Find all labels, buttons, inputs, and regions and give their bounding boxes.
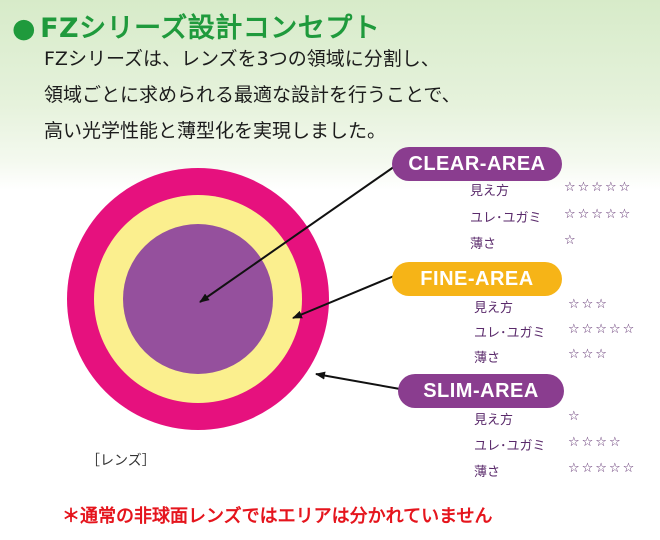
slim-area-arrow xyxy=(315,371,401,390)
clear-area-arrow xyxy=(199,163,399,303)
slim-area-attr-1-stars: ☆ xyxy=(568,409,582,424)
lens-center xyxy=(123,224,273,374)
clear-area-attr-1-stars: ☆☆☆☆☆ xyxy=(564,180,633,195)
page-title: ● FZシリーズ設計コンセプト xyxy=(12,6,380,45)
slim-area-attr-2-label: ユレ･ユガミ xyxy=(474,439,546,454)
slim-area-attr-3-stars: ☆☆☆☆☆ xyxy=(568,461,637,476)
description-line-1: FZシリーズは、レンズを3つの領域に分割し、 xyxy=(44,48,440,70)
lens-caption: ［レンズ］ xyxy=(86,453,156,469)
slim-area-badge: SLIM-AREA xyxy=(398,374,564,408)
clear-area-attr-3-stars: ☆ xyxy=(564,233,578,248)
fine-area-attr-2-label: ユレ･ユガミ xyxy=(474,326,546,341)
slim-area-attr-3-label: 薄さ xyxy=(474,465,501,480)
fine-area-badge: FINE-AREA xyxy=(392,262,562,296)
fine-area-attr-3-label: 薄さ xyxy=(474,351,501,366)
fine-area-arrow xyxy=(292,275,395,319)
fine-area-attr-1-stars: ☆☆☆ xyxy=(568,297,609,312)
clear-area-attr-3-label: 薄さ xyxy=(470,237,497,252)
clear-area-badge: CLEAR-AREA xyxy=(392,147,562,181)
description-line-3: 高い光学性能と薄型化を実現しました。 xyxy=(44,120,387,142)
clear-area-attr-1-label: 見え方 xyxy=(470,184,510,199)
title-text: FZシリーズ設計コンセプト xyxy=(40,13,381,44)
slim-area-attr-2-stars: ☆☆☆☆ xyxy=(568,435,623,450)
description-line-2: 領域ごとに求められる最適な設計を行うことで、 xyxy=(44,84,461,106)
title-bullet-icon: ● xyxy=(12,13,37,44)
fine-area-attr-2-stars: ☆☆☆☆☆ xyxy=(568,322,637,337)
clear-area-attr-2-stars: ☆☆☆☆☆ xyxy=(564,207,633,222)
clear-area-attr-2-label: ユレ･ユガミ xyxy=(470,211,542,226)
footnote: ＊通常の非球面レンズではエリアは分かれていません xyxy=(62,506,493,527)
slim-area-attr-1-label: 見え方 xyxy=(474,413,514,428)
fine-area-attr-1-label: 見え方 xyxy=(474,301,514,316)
fine-area-attr-3-stars: ☆☆☆ xyxy=(568,347,609,362)
